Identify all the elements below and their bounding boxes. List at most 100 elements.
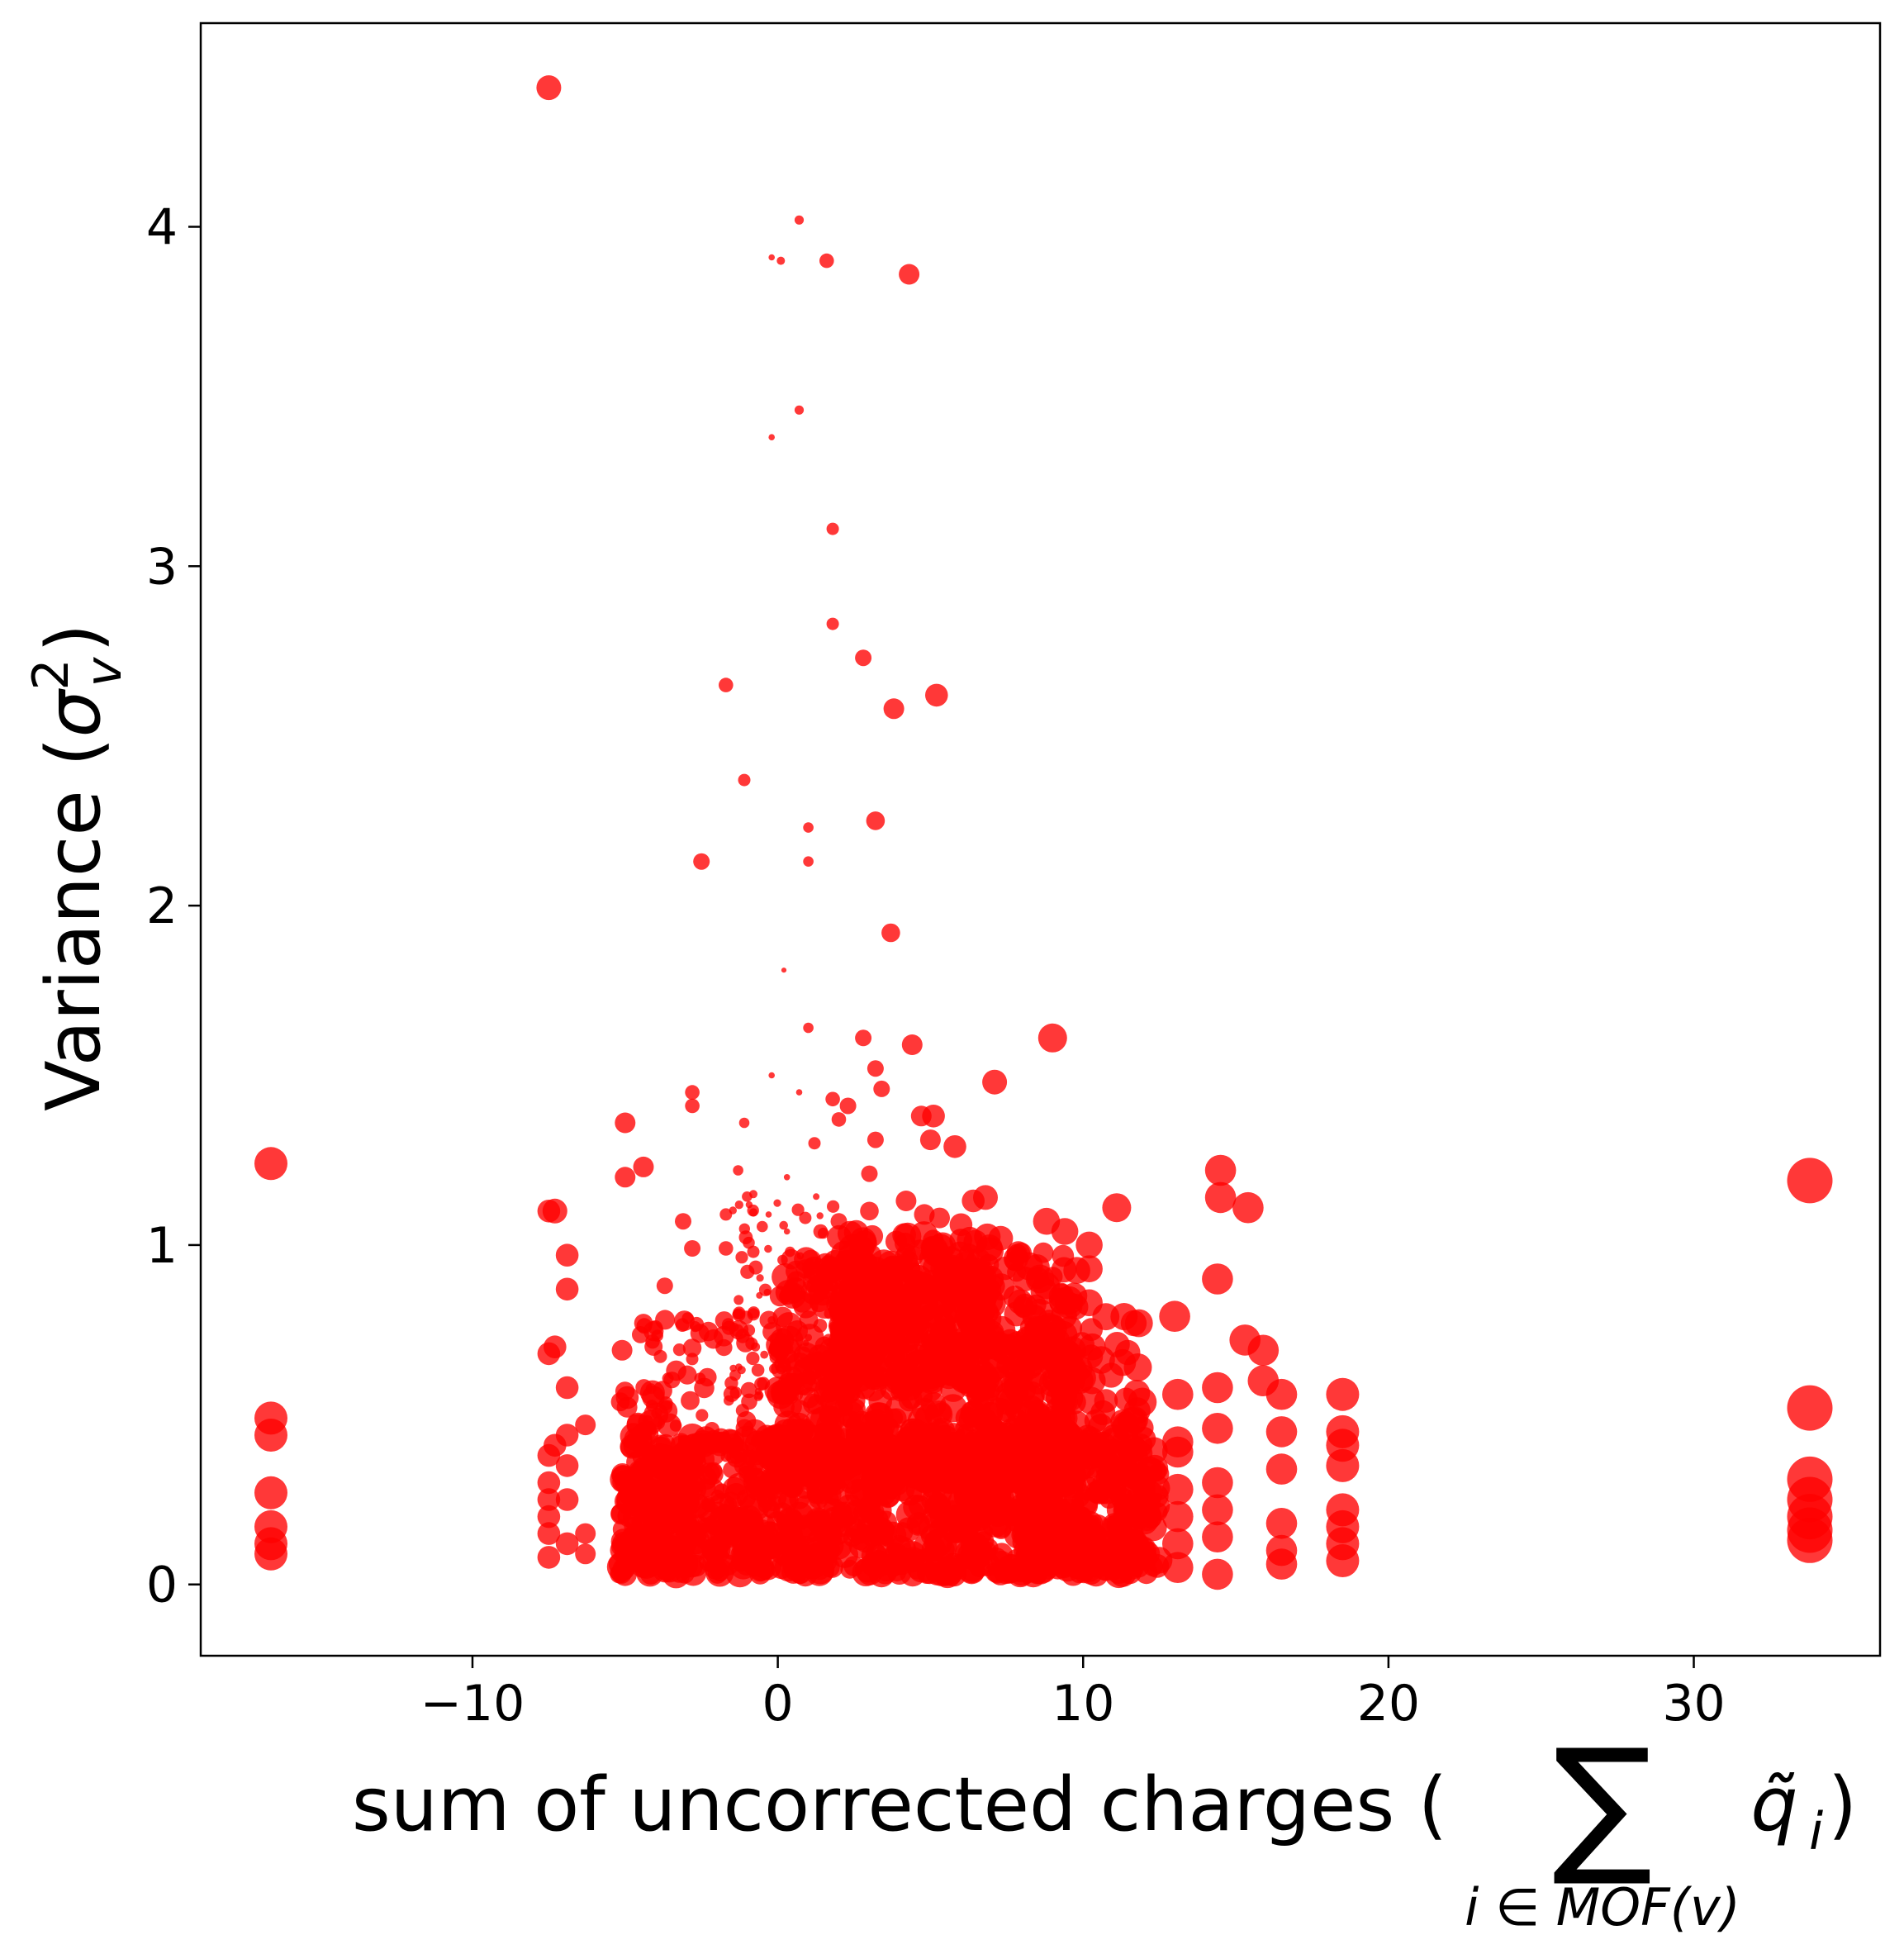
y-axis-label: Variance (σ2v)	[22, 624, 133, 1111]
data-point	[1055, 1514, 1081, 1541]
data-point	[786, 1553, 806, 1574]
data-point	[813, 1224, 829, 1239]
data-point	[1051, 1218, 1079, 1245]
data-point	[784, 1343, 794, 1353]
data-point	[920, 1236, 949, 1264]
data-point	[972, 1332, 1000, 1361]
data-point	[879, 1521, 907, 1549]
data-point	[734, 1200, 743, 1210]
data-point	[705, 1462, 723, 1480]
data-point	[842, 1304, 867, 1329]
data-point	[799, 1211, 812, 1224]
data-point	[766, 1479, 779, 1491]
data-point	[1079, 1333, 1106, 1361]
data-point	[732, 1506, 752, 1525]
data-point	[953, 1448, 975, 1469]
data-point	[988, 1225, 1014, 1251]
data-point	[732, 1308, 746, 1322]
data-point	[743, 1535, 757, 1549]
x-tick-label: 10	[1052, 1675, 1114, 1733]
data-point	[824, 1308, 835, 1319]
data-point	[954, 1305, 979, 1330]
data-point	[791, 1203, 805, 1216]
data-point	[634, 1314, 653, 1333]
data-point	[729, 1364, 737, 1372]
data-point	[715, 1311, 734, 1330]
data-point	[768, 1072, 775, 1079]
data-point	[1162, 1552, 1194, 1583]
data-point	[1204, 1181, 1237, 1214]
data-point	[773, 1199, 781, 1207]
data-point	[796, 1252, 805, 1260]
data-point	[867, 1430, 890, 1454]
data-point	[893, 1428, 920, 1455]
data-point	[929, 1207, 950, 1229]
data-point	[981, 1510, 1009, 1538]
data-point	[824, 1283, 832, 1291]
data-point	[757, 1220, 768, 1233]
data-point	[1162, 1473, 1194, 1505]
data-point	[1787, 1158, 1833, 1204]
data-point	[1326, 1544, 1360, 1577]
data-point	[674, 1310, 695, 1331]
data-point	[958, 1510, 983, 1535]
data-point	[644, 1338, 663, 1356]
data-point	[781, 967, 787, 973]
data-point	[628, 1524, 648, 1545]
data-point	[719, 677, 734, 692]
data-point	[822, 1349, 831, 1358]
data-point	[1036, 1310, 1063, 1337]
data-point	[1124, 1309, 1153, 1338]
data-point	[776, 256, 786, 265]
data-point	[806, 1485, 826, 1505]
y-tick-label: 1	[146, 1217, 178, 1275]
data-point	[819, 1383, 828, 1391]
data-point	[873, 1080, 890, 1097]
data-point	[843, 1454, 863, 1475]
data-point	[810, 1548, 833, 1569]
data-point	[901, 1034, 923, 1055]
data-point	[685, 1085, 700, 1100]
data-point	[1117, 1407, 1147, 1436]
data-point	[1051, 1388, 1078, 1415]
data-point	[933, 1560, 961, 1589]
data-point	[638, 1410, 663, 1435]
data-point	[843, 1556, 864, 1576]
data-point	[779, 1220, 788, 1230]
data-point	[1094, 1389, 1118, 1413]
y-axis-label-sub: v	[75, 656, 133, 687]
data-point	[652, 1549, 672, 1570]
data-point	[768, 254, 775, 261]
data-point	[627, 1548, 649, 1571]
data-point	[575, 1543, 596, 1565]
data-point	[899, 264, 920, 285]
data-point	[1056, 1472, 1084, 1499]
data-point	[1083, 1533, 1109, 1560]
data-point	[1265, 1378, 1298, 1410]
data-point	[612, 1519, 633, 1540]
y-axis-label-text: Variance (σ2v)	[22, 624, 133, 1111]
data-point	[957, 1470, 981, 1494]
data-point	[886, 1408, 907, 1429]
data-point	[736, 1411, 757, 1431]
data-point	[689, 1539, 710, 1559]
data-point	[615, 1167, 636, 1188]
data-point	[753, 1552, 782, 1581]
data-point	[805, 1507, 832, 1533]
data-point	[1159, 1300, 1190, 1332]
data-point	[996, 1434, 1023, 1461]
y-tick-label: 0	[146, 1557, 178, 1614]
data-point	[929, 1319, 953, 1343]
data-point	[756, 1274, 764, 1282]
y-tick-label: 3	[146, 538, 178, 596]
data-point	[1123, 1380, 1151, 1407]
data-point	[795, 1089, 803, 1096]
data-point	[555, 1532, 579, 1556]
data-point	[1088, 1414, 1114, 1440]
data-point	[778, 1490, 797, 1509]
data-point	[1204, 1154, 1237, 1186]
data-point	[850, 1523, 871, 1544]
data-point	[1787, 1385, 1833, 1431]
data-point	[794, 215, 805, 225]
